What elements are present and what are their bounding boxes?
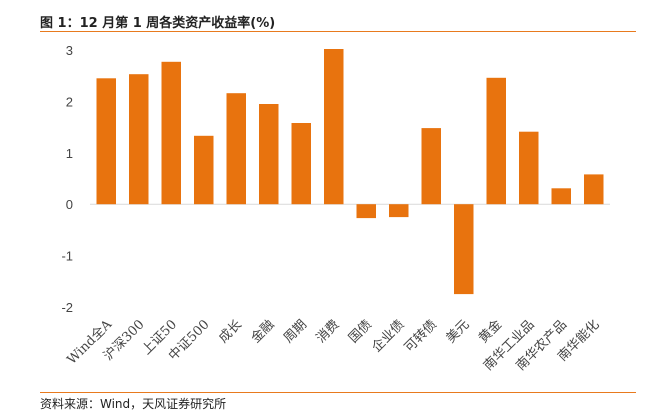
- bar: [486, 77, 506, 205]
- x-tick-label: 成长: [216, 317, 245, 346]
- bar: [551, 188, 571, 205]
- bar: [259, 104, 279, 205]
- bottom-rule: [40, 392, 636, 393]
- bar: [584, 174, 604, 205]
- y-tick-label: 1: [66, 146, 73, 161]
- x-tick-label: 国债: [346, 317, 375, 346]
- chart-title: 图 1：12 月第 1 周各类资产收益率(%): [40, 16, 276, 31]
- y-tick-label: -1: [61, 249, 73, 264]
- bar: [324, 49, 344, 205]
- y-tick-label: 3: [66, 43, 73, 58]
- x-tick-label: 黄金: [475, 317, 505, 347]
- x-tick-label: 企业债: [369, 317, 408, 356]
- y-axis: 3 2 1 0 -1 -2: [61, 43, 73, 315]
- x-tick-label: 金融: [248, 317, 278, 347]
- bar: [226, 93, 246, 205]
- bar: [194, 135, 214, 205]
- top-rule: [40, 31, 636, 32]
- bar: [291, 123, 311, 205]
- bar: [129, 74, 149, 205]
- bar: [96, 78, 116, 205]
- source-note: 资料来源：Wind，天风证券研究所: [40, 397, 227, 411]
- bar: [356, 204, 376, 219]
- bar: [161, 61, 181, 205]
- x-tick-label: 周期: [281, 317, 310, 346]
- bar: [421, 128, 441, 205]
- x-tick-label: 可转债: [402, 317, 440, 355]
- y-tick-label: 2: [66, 94, 73, 109]
- x-tick-label: 消费: [314, 317, 343, 346]
- bar: [519, 131, 539, 205]
- bars: [96, 49, 604, 295]
- bar: [454, 204, 474, 295]
- y-tick-label: 0: [66, 197, 73, 212]
- x-tick-label: 美元: [444, 317, 473, 346]
- y-tick-label: -2: [61, 300, 73, 315]
- bar: [389, 204, 409, 218]
